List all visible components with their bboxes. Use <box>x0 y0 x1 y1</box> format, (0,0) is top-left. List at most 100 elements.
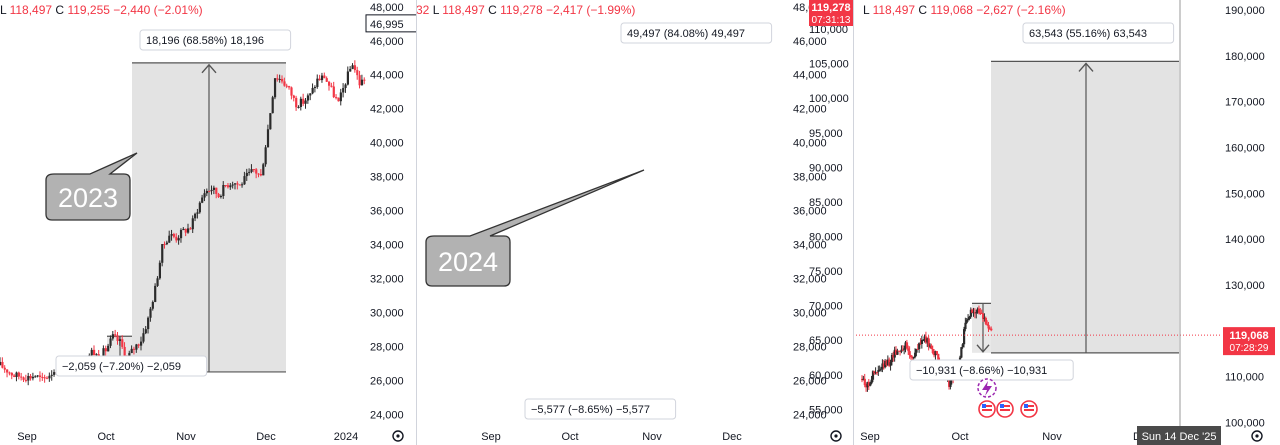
chart-2025[interactable]: SepOctNovDe100,000110,000120,000130,0001… <box>853 0 1280 445</box>
candle-body <box>213 188 215 190</box>
candle-body <box>166 243 168 245</box>
range-down-label: −5,577 (−8.65%) −5,577 <box>531 404 650 416</box>
flag-stripe <box>982 409 992 411</box>
candle-body <box>173 234 175 237</box>
candle-body <box>135 344 137 349</box>
candle-body <box>187 228 189 232</box>
candle-body <box>246 173 248 176</box>
x-tick-label: Sep <box>481 431 501 443</box>
x-tick-label: Sep <box>17 431 37 443</box>
y-tick-label: 80,000 <box>809 231 843 243</box>
y-tick-label: 42,000 <box>370 104 404 116</box>
y-tick-label: 140,000 <box>1225 234 1265 246</box>
candle-body <box>48 376 50 379</box>
year-callout-text: 2023 <box>58 183 118 213</box>
candle-body <box>239 185 241 186</box>
range-up-label: 49,497 (84.08%) 49,497 <box>627 28 745 40</box>
y-tick-label: 100,000 <box>1225 418 1265 430</box>
candle-body <box>321 76 323 81</box>
candle-body <box>337 98 339 102</box>
candle-body <box>196 212 198 213</box>
flag-stripe <box>1024 409 1034 411</box>
candle-body <box>93 350 95 355</box>
candle-body <box>142 333 144 341</box>
candle-body <box>255 169 257 173</box>
chart-2024[interactable]: Sep Oct Nov Dec 24,000 26,000 28,000 30,000 32,0… <box>416 0 853 445</box>
candle-body <box>295 98 297 107</box>
candle-body <box>154 286 156 302</box>
candle-body <box>269 113 271 129</box>
y-tick-label: 190,000 <box>1225 5 1265 17</box>
y-tick-label: 130,000 <box>1225 280 1265 292</box>
candle-body <box>361 80 363 86</box>
y-tick-label: 28,000 <box>370 341 404 353</box>
y-tick-label: 110,000 <box>1225 372 1264 384</box>
candle-body <box>15 373 17 377</box>
candle-body <box>41 377 43 378</box>
date-label: Sun 14 Dec '25 <box>1142 431 1217 443</box>
candle-body <box>34 376 36 377</box>
panel-divider <box>416 0 417 445</box>
candle-body <box>272 97 274 113</box>
candle-body <box>232 184 234 185</box>
candle-body <box>199 203 201 213</box>
candle-body <box>53 372 55 375</box>
x-tick-label: Oct <box>561 431 578 443</box>
y-tick-label: 42,000 <box>793 104 827 116</box>
candle-body <box>363 80 365 81</box>
candle-body <box>215 188 217 194</box>
candle-body <box>119 339 121 341</box>
candle-body <box>218 194 220 197</box>
candle-body <box>243 176 245 184</box>
candle-body <box>354 65 356 70</box>
candle-body <box>23 377 25 379</box>
range-down-label: −2,059 (−7.20%) −2,059 <box>62 361 181 373</box>
candle-body <box>286 86 288 87</box>
y-tick-label: 32,000 <box>370 274 404 286</box>
candle-body <box>164 244 166 245</box>
candle-body <box>1 362 3 368</box>
x-tick-label: Sep <box>860 431 880 443</box>
candle-body <box>140 342 142 346</box>
candle-body <box>178 238 180 240</box>
x-tick-label: 2024 <box>334 431 358 443</box>
candle-body <box>265 147 267 164</box>
candle-body <box>312 88 314 93</box>
candle-body <box>340 92 342 101</box>
y-tick-label: 38,000 <box>370 172 404 184</box>
candle-body <box>25 380 27 381</box>
y-tick-label: 65,000 <box>809 335 843 347</box>
candle-body <box>227 185 229 187</box>
candle-body <box>185 229 187 233</box>
candle-body <box>225 185 227 186</box>
y-tick-label: 60,000 <box>809 370 843 382</box>
chart-panel-2023: L 118,497 C 119,255 −2,440 (−2.01%) Sep O… <box>0 0 416 445</box>
y-tick-label: 90,000 <box>809 162 843 174</box>
y-tick-label: 46,000 <box>793 36 827 48</box>
flag-canton <box>982 404 986 408</box>
candle-body <box>309 93 311 95</box>
chart-panel-2025: L 118,497 C 119,068 −2,627 (−2.16%) Sep O… <box>853 0 1280 445</box>
candle-body <box>11 373 13 376</box>
candle-body <box>180 230 182 238</box>
candle-body <box>133 349 135 350</box>
chart-2023[interactable]: Sep Oct Nov Dec 2024 24,000 26,000 28,000 30,000… <box>0 0 416 445</box>
candle-body <box>253 169 255 170</box>
candle-body <box>990 329 992 331</box>
x-tick-label: Oct <box>97 431 114 443</box>
y-tick-label: 44,000 <box>370 70 404 82</box>
candle-body <box>288 86 290 87</box>
candle-body <box>936 351 938 354</box>
candle-body <box>211 190 213 191</box>
candle-body <box>347 71 349 84</box>
candle-body <box>297 107 299 108</box>
last-price-time: 07:28:29 <box>1230 343 1269 354</box>
y-tick-label: 170,000 <box>1225 97 1265 109</box>
candle-body <box>293 96 295 98</box>
y-tick-label: 46,000 <box>370 36 404 48</box>
candle-body <box>260 174 262 175</box>
candle-body <box>112 334 114 338</box>
y-tick-label: 150,000 <box>1225 188 1265 200</box>
candle-body <box>909 351 911 355</box>
flag-canton <box>1024 404 1028 408</box>
